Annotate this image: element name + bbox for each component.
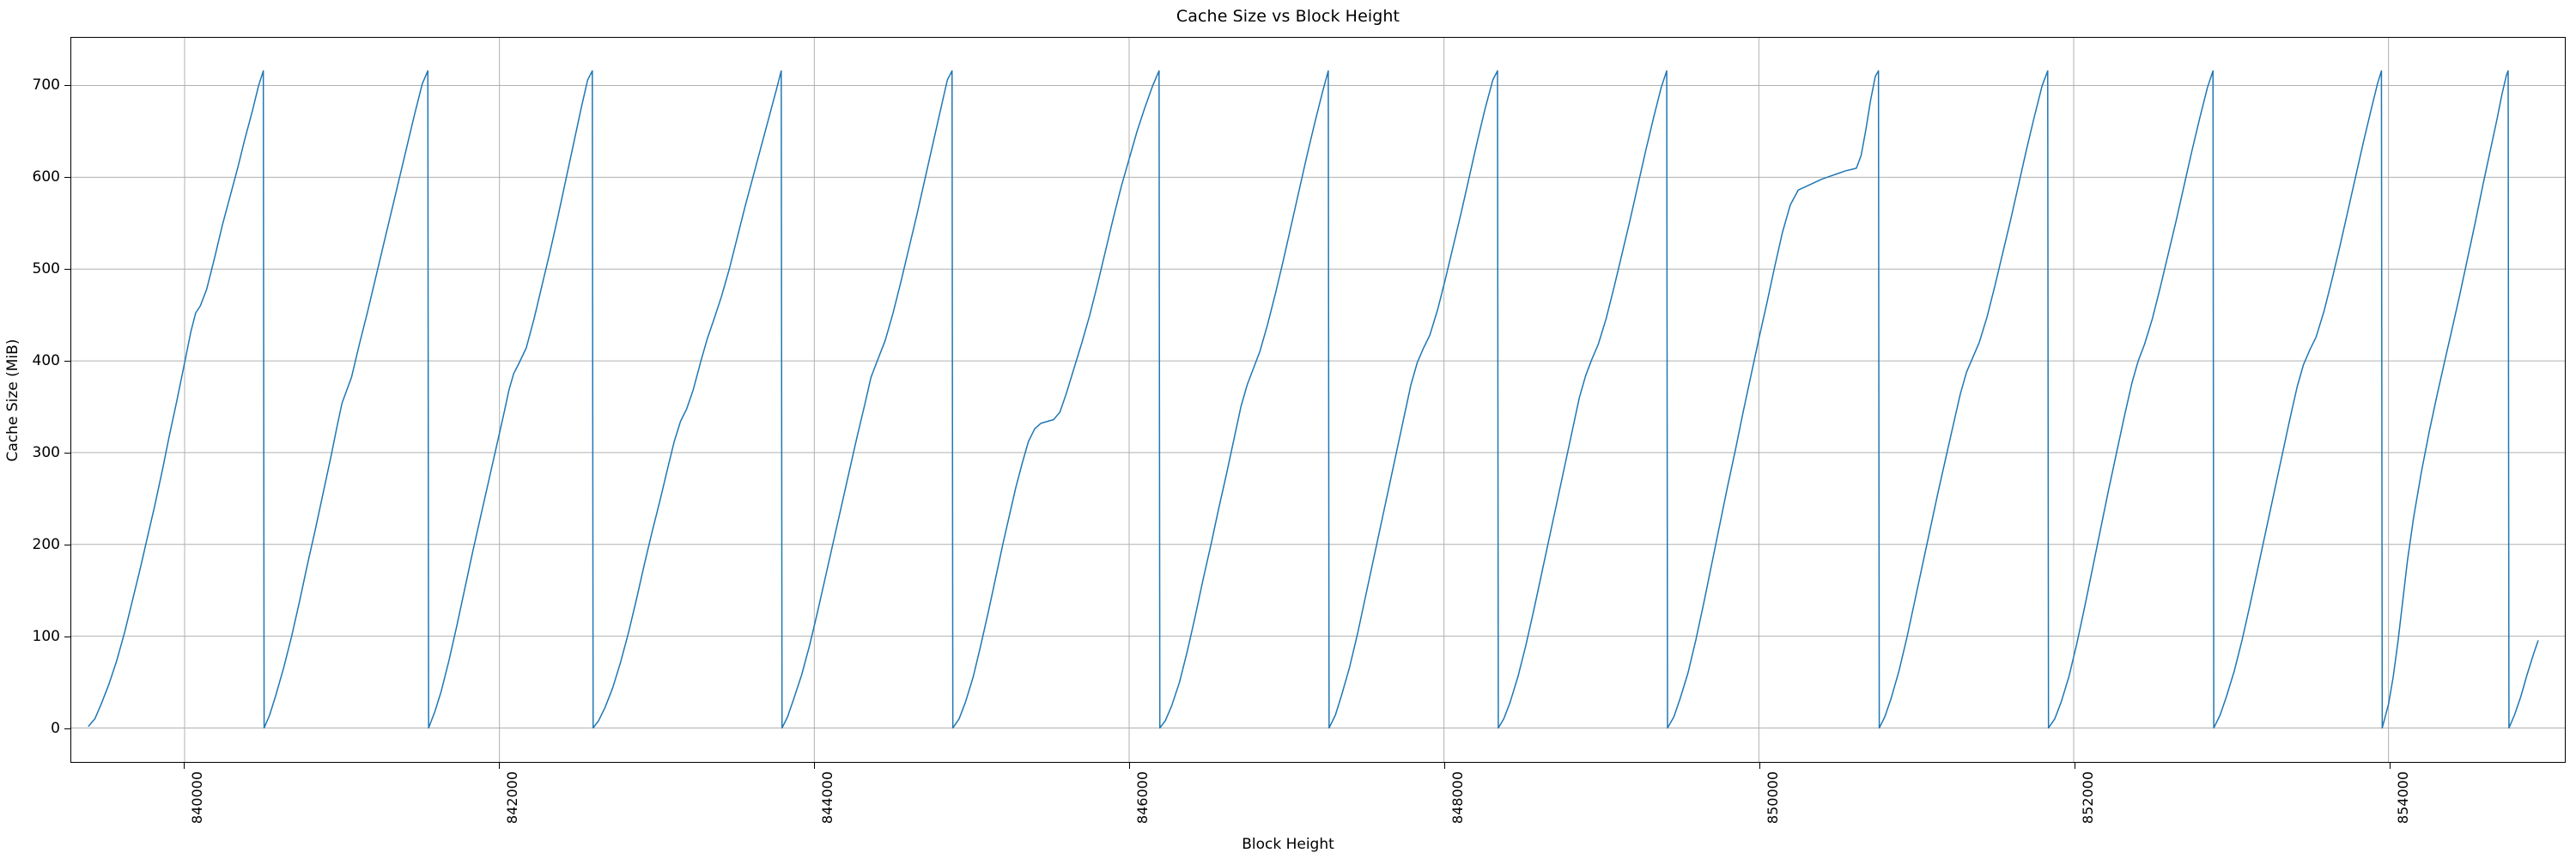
x-tick-label: 844000 bbox=[818, 771, 835, 825]
x-tick-mark bbox=[1759, 763, 1760, 769]
x-axis-label: Block Height bbox=[1242, 836, 1334, 853]
y-tick-label: 500 bbox=[32, 259, 60, 277]
y-tick-label: 700 bbox=[32, 76, 60, 94]
x-tick-mark bbox=[813, 763, 815, 769]
y-tick-mark bbox=[64, 360, 70, 362]
y-axis-label: Cache Size (MiB) bbox=[4, 338, 21, 461]
x-tick-label: 854000 bbox=[2394, 771, 2411, 825]
x-tick-label: 848000 bbox=[1449, 771, 1466, 825]
y-tick-mark bbox=[64, 728, 70, 730]
page-title: Cache Size vs Block Height bbox=[1176, 7, 1400, 26]
y-tick-label: 300 bbox=[32, 444, 60, 462]
x-tick-label: 842000 bbox=[504, 771, 520, 825]
series-cache-size-(mib) bbox=[88, 70, 2538, 728]
x-tick-mark bbox=[2389, 763, 2391, 769]
y-tick-mark bbox=[64, 176, 70, 178]
y-tick-label: 200 bbox=[32, 536, 60, 554]
data-series-line bbox=[71, 38, 2565, 762]
y-tick-mark bbox=[64, 84, 70, 86]
x-tick-label: 850000 bbox=[1764, 771, 1781, 825]
plot-area bbox=[70, 37, 2566, 763]
y-tick-label: 600 bbox=[32, 168, 60, 186]
x-tick-mark bbox=[1443, 763, 1445, 769]
x-tick-mark bbox=[184, 763, 185, 769]
y-tick-mark bbox=[64, 268, 70, 270]
x-tick-label: 846000 bbox=[1133, 771, 1151, 825]
x-tick-mark bbox=[499, 763, 500, 769]
x-tick-label: 852000 bbox=[2079, 771, 2096, 825]
x-tick-mark bbox=[1128, 763, 1130, 769]
y-tick-label: 400 bbox=[32, 351, 60, 369]
y-tick-label: 0 bbox=[51, 720, 60, 738]
x-tick-label: 840000 bbox=[189, 771, 206, 825]
y-tick-label: 100 bbox=[32, 628, 60, 646]
y-tick-mark bbox=[64, 453, 70, 454]
